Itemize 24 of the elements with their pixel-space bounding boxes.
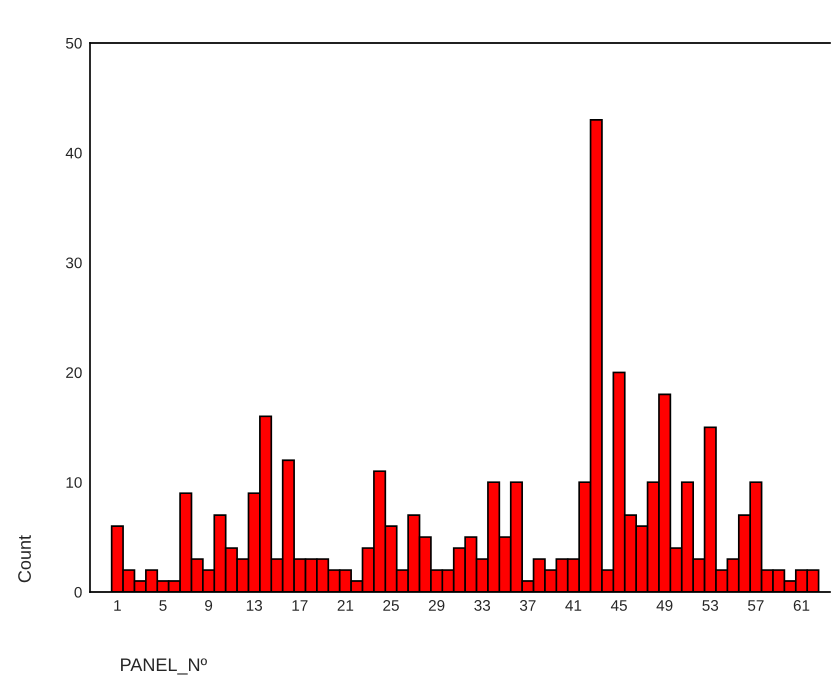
y-tick-label: 0 [74, 586, 82, 598]
x-tick-label: 41 [565, 600, 582, 611]
x-tick-label: 1 [114, 600, 121, 611]
y-tick-label: 20 [66, 367, 82, 378]
x-tick-label: 29 [428, 600, 444, 611]
x-tick-label: 5 [159, 600, 167, 611]
x-tick-label: 17 [292, 600, 308, 611]
x-tick-label: 49 [656, 600, 672, 611]
x-tick-label: 37 [520, 600, 536, 611]
y-tick-label: 40 [66, 148, 82, 158]
x-tick-label: 25 [383, 600, 399, 611]
x-tick-label: 21 [338, 600, 354, 611]
y-axis-title: Count [18, 535, 31, 582]
x-tick-label: 53 [702, 600, 718, 611]
x-tick-label: 61 [794, 600, 810, 611]
x-tick-label: 57 [748, 600, 764, 611]
y-tick-label: 10 [66, 477, 82, 488]
y-tick-label: 30 [66, 257, 82, 268]
x-tick-label: 33 [474, 600, 490, 611]
x-tick-label: 13 [246, 600, 262, 611]
x-tick-label: 45 [610, 600, 627, 611]
x-tick-label: 9 [205, 600, 212, 611]
y-tick-label: 50 [66, 38, 82, 49]
x-axis-title: PANEL_Nº [121, 658, 207, 675]
